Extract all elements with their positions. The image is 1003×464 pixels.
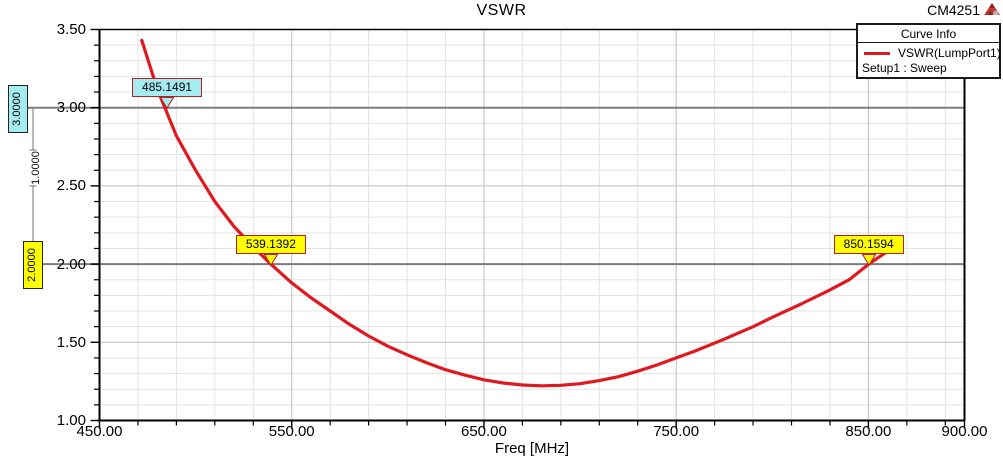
marker-pointer-icon <box>263 253 279 271</box>
marker-line-value-box[interactable]: 2.0000 <box>22 241 43 290</box>
marker-badge[interactable]: 485.1491 <box>132 78 203 98</box>
delta-value-label: 1.0000 <box>29 151 42 185</box>
y-tick-label: 3.50 <box>56 21 86 38</box>
x-tick-label: 750.00 <box>653 423 700 440</box>
x-tick-label: 900.00 <box>941 423 988 440</box>
marker-badge[interactable]: 850.1594 <box>833 234 904 254</box>
ansoft-triangle-logo-icon <box>984 3 1000 21</box>
watermark-text: CM4251 <box>927 2 980 18</box>
marker-pointer-icon <box>861 253 877 271</box>
y-tick-label: 2.50 <box>56 177 86 195</box>
y-tick-label: 2.00 <box>56 255 86 273</box>
x-tick-label: 550.00 <box>268 423 315 440</box>
y-tick-label: 1.00 <box>56 412 86 429</box>
legend-title: Curve Info <box>858 25 999 43</box>
x-tick-label: 850.00 <box>845 423 892 440</box>
legend-series-label: VSWR(LumpPort1) <box>898 46 1001 60</box>
series-color-swatch <box>864 51 890 55</box>
page-title: VSWR <box>476 2 527 19</box>
y-tick-label: 1.50 <box>56 333 86 351</box>
x-tick-label: 650.00 <box>460 423 507 440</box>
marker-line-value-box[interactable]: 3.0000 <box>7 84 28 133</box>
x-axis-title: Freq [MHz] <box>494 440 570 457</box>
marker-pointer-icon <box>159 96 175 114</box>
x-tick-label: 450.00 <box>76 423 123 440</box>
y-tick-label: 3.00 <box>56 99 86 117</box>
marker-badge[interactable]: 539.1392 <box>235 234 306 254</box>
legend-setup-label: Setup1 : Sweep <box>862 61 947 75</box>
legend-box[interactable]: Curve Info VSWR(LumpPort1) Setup1 : Swee… <box>856 23 1001 79</box>
